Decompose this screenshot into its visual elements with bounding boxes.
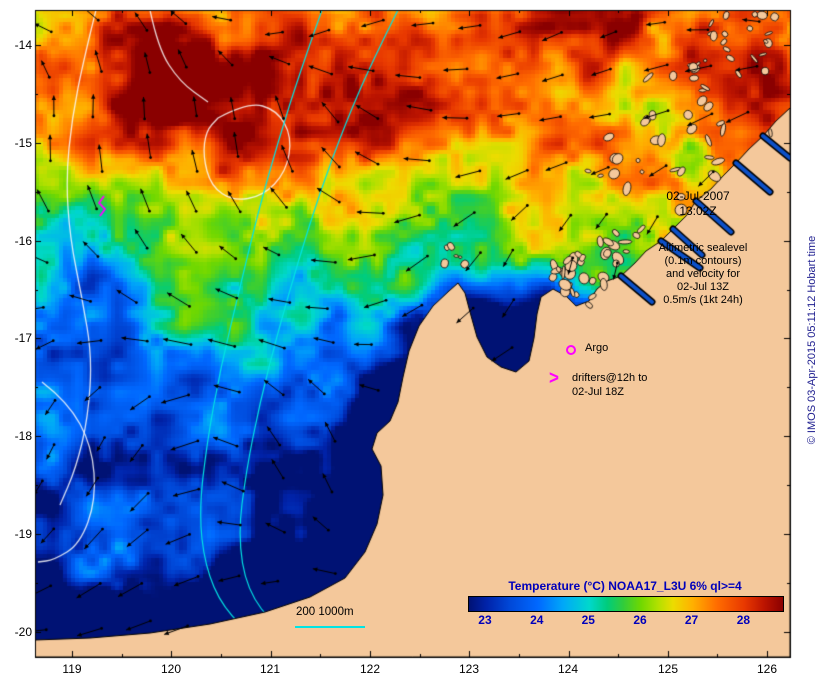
drifter-marker-icon: > <box>549 366 559 389</box>
lon-tick-label: 124 <box>557 662 579 676</box>
datetime-date: 02-Jul-2007 <box>666 189 730 203</box>
lat-tick-label: -15 <box>14 136 32 150</box>
lat-tick-label: -17 <box>14 331 32 345</box>
lon-tick-label: 120 <box>160 662 182 676</box>
argo-float-marker-icon <box>566 345 576 355</box>
argo-label: Argo <box>585 342 609 354</box>
drifters-note-line: drifters@12h to <box>572 372 648 384</box>
lon-tick-label: 123 <box>458 662 480 676</box>
lat-tick-label: -19 <box>14 527 32 541</box>
lat-tick-label: -14 <box>14 38 32 52</box>
colorbar-tick: 25 <box>581 613 595 627</box>
colorbar-title: Temperature (°C) NOAA17_L3U 6% ql>=4 <box>508 579 742 593</box>
datetime-annotation: 02-Jul-2007 13:02Z <box>638 189 758 219</box>
altimetric-note-line: (0.1m contours) <box>664 255 742 267</box>
colorbar-tick: 23 <box>478 613 492 627</box>
lon-tick-label: 125 <box>657 662 679 676</box>
colorbar-gradient <box>468 596 784 612</box>
colorbar-tick: 28 <box>736 613 751 627</box>
lon-tick-label: 121 <box>259 662 281 676</box>
colorbar-tick: 24 <box>530 613 544 627</box>
altimetric-note-line: Altimetric sealevel <box>658 242 748 254</box>
lat-tick-label: -20 <box>14 625 32 639</box>
drifters-note-line: 02-Jul 18Z <box>572 385 624 398</box>
colorbar-tick: 27 <box>684 613 699 627</box>
lon-tick-label: 126 <box>756 662 778 676</box>
imos-credit: © IMOS 03-Apr-2015 05:11:12 Hobart time <box>806 235 818 445</box>
colorbar-tick: 26 <box>633 613 647 627</box>
depth-contour-legend: 200 1000m <box>296 606 354 618</box>
altimetric-note-line: 02-Jul 13Z <box>677 281 729 293</box>
lon-tick-label: 122 <box>359 662 381 676</box>
lat-tick-label: -16 <box>14 234 32 248</box>
colorbar-ticks: 23 24 25 26 27 28 <box>468 613 782 628</box>
lat-tick-label: -18 <box>14 429 32 443</box>
datetime-time: 13:02Z <box>679 204 717 218</box>
altimetric-note-line: and velocity for <box>666 268 740 280</box>
depth-contour-line-sample <box>295 626 365 628</box>
altimetric-note-line: 0.5m/s (1kt 24h) <box>663 294 743 306</box>
altimetric-note: Altimetric sealevel (0.1m contours) and … <box>628 242 778 307</box>
drifters-note: drifters@12h to 02-Jul 18Z <box>572 372 647 399</box>
lon-tick-label: 119 <box>62 662 82 676</box>
